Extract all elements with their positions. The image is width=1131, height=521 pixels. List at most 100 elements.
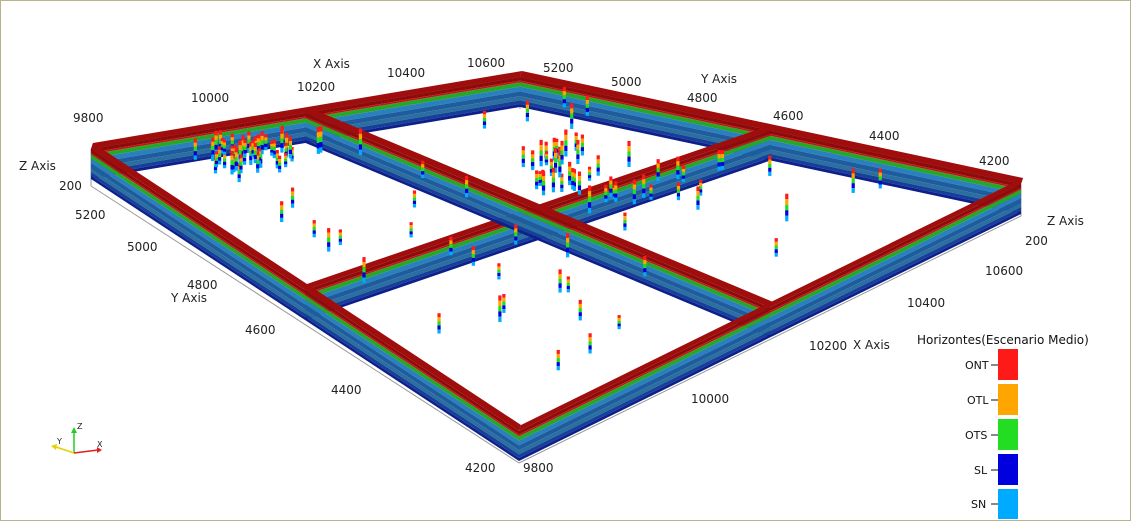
- well-segment: [319, 147, 323, 153]
- well-segment: [502, 305, 506, 310]
- axes-layer: X Axis 9800 10000 10200 10400 10600 Y Ax…: [19, 56, 1084, 475]
- well-segment: [623, 219, 627, 224]
- well-segment: [643, 272, 647, 277]
- well-segment: [578, 312, 582, 317]
- well-segment: [280, 125, 284, 131]
- legend-title: Horizontes(Escenario Medio): [917, 333, 1089, 347]
- well-segment: [552, 142, 556, 147]
- well-segment: [656, 167, 660, 173]
- x-axis-bottom-label: X Axis: [853, 338, 890, 352]
- well-segment: [514, 240, 518, 245]
- well-segment: [257, 160, 261, 164]
- well-segment: [230, 148, 234, 152]
- well: [632, 179, 636, 205]
- well-segment: [587, 185, 592, 192]
- well-segment: [211, 150, 215, 155]
- well-segment: [421, 160, 425, 165]
- well-segment: [290, 158, 294, 162]
- well: [643, 255, 647, 277]
- well-segment: [421, 174, 425, 179]
- well-segment: [558, 278, 562, 284]
- well-segment: [220, 147, 225, 151]
- well-segment: [284, 152, 288, 156]
- well-segment: [558, 161, 562, 167]
- well-segment: [437, 329, 441, 334]
- legend-label-ont: ONT: [965, 359, 989, 372]
- well-segment: [280, 143, 284, 148]
- well-segment: [270, 146, 274, 150]
- well-segment: [699, 179, 703, 183]
- well-segment: [316, 148, 320, 154]
- well-segment: [218, 149, 222, 154]
- well-segment: [632, 179, 636, 185]
- well-segment: [312, 223, 316, 227]
- well: [878, 168, 882, 189]
- well-segment: [555, 142, 559, 146]
- z-axis-right-label: Z Axis: [1047, 214, 1084, 228]
- well-segment: [260, 140, 264, 146]
- well-segment: [541, 171, 546, 177]
- well-segment: [253, 159, 257, 164]
- well-segment: [502, 297, 506, 302]
- well-segment: [553, 157, 558, 163]
- well-segment: [623, 223, 627, 227]
- well-segment: [275, 161, 279, 165]
- well: [257, 148, 261, 164]
- well-segment: [627, 156, 631, 162]
- well-segment: [562, 87, 566, 92]
- well-segment: [234, 152, 238, 157]
- well-segment: [574, 132, 578, 137]
- well-segment: [230, 150, 234, 156]
- well-segment: [560, 140, 564, 146]
- well-segment: [627, 151, 631, 157]
- well: [249, 141, 253, 165]
- well: [239, 154, 243, 174]
- legend-swatch-ont: [998, 349, 1018, 380]
- well-segment: [234, 147, 238, 153]
- wall-band: [91, 152, 519, 437]
- well-segment: [560, 173, 564, 178]
- well-segment: [774, 252, 778, 257]
- well-segment: [587, 191, 592, 197]
- well-segment: [623, 216, 627, 220]
- well-segment: [220, 150, 225, 154]
- well-segment: [609, 188, 613, 193]
- well-segment: [539, 155, 543, 162]
- well-segment: [541, 180, 546, 186]
- well-segment: [553, 162, 558, 168]
- well-segment: [222, 145, 227, 149]
- well-segment: [285, 137, 289, 143]
- well: [284, 152, 288, 168]
- well-segment: [253, 155, 257, 160]
- well-segment: [538, 177, 542, 181]
- well-segment: [878, 180, 882, 185]
- well-segment: [237, 170, 241, 175]
- well-segment: [437, 313, 441, 318]
- well: [278, 155, 282, 173]
- well-segment: [284, 148, 288, 152]
- well-segment: [720, 150, 725, 155]
- well-segment: [272, 143, 276, 148]
- well-segment: [421, 171, 425, 175]
- well-segment: [437, 321, 441, 326]
- well-segment: [290, 199, 295, 204]
- wall-band: [519, 211, 1021, 461]
- well-segment: [774, 241, 778, 246]
- well-segment: [556, 349, 560, 354]
- well-segment: [549, 158, 554, 163]
- well-segment: [681, 178, 686, 183]
- well-segment: [514, 228, 518, 233]
- well-segment: [574, 139, 578, 144]
- well-segment: [587, 177, 592, 181]
- well-segment: [218, 157, 222, 161]
- well-segment: [878, 172, 882, 177]
- well-segment: [421, 164, 425, 168]
- well-segment: [280, 205, 284, 210]
- well-segment: [553, 147, 558, 153]
- well: [327, 228, 331, 252]
- wall-south: [519, 178, 1023, 461]
- well-segment: [464, 193, 469, 198]
- well: [409, 222, 413, 238]
